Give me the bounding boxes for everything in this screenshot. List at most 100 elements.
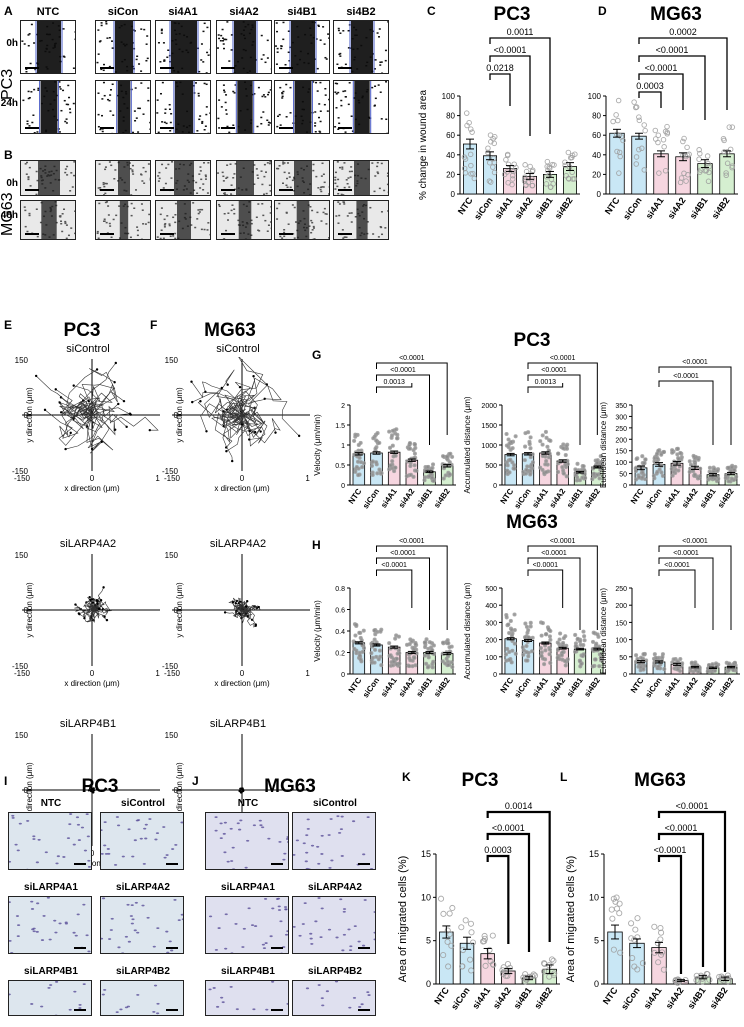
wound-image: [216, 160, 272, 196]
texture-speck: [21, 40, 24, 42]
texture-speck: [141, 209, 144, 211]
texture-speck: [253, 93, 256, 95]
wound-image: [95, 160, 151, 196]
texture-speck: [263, 193, 266, 195]
track-endpoint: [247, 438, 251, 441]
stained-cell: [320, 907, 324, 910]
texture-speck: [147, 87, 150, 89]
cell-line-label-mg63: MG63: [0, 192, 16, 236]
texture-speck: [143, 182, 146, 184]
texture-speck: [103, 185, 106, 188]
texture-speck: [268, 184, 271, 187]
stained-cell: [269, 935, 273, 938]
texture-speck: [226, 125, 229, 128]
x-tick-label: si4A1: [470, 985, 492, 1010]
y-tick-label: 150: [165, 732, 179, 740]
stained-cell: [46, 897, 50, 899]
data-point: [597, 476, 602, 481]
p-value-label: <0.0001: [399, 538, 425, 545]
texture-speck: [338, 214, 341, 217]
x-tick-label: 0: [90, 849, 95, 858]
texture-speck: [162, 42, 165, 44]
data-point: [564, 446, 570, 451]
texture-speck: [100, 22, 103, 24]
texture-speck: [209, 233, 210, 236]
data-point: [616, 170, 622, 176]
data-point: [683, 178, 689, 184]
data-point: [561, 636, 566, 641]
data-point: [696, 147, 702, 153]
texture-speck: [196, 218, 199, 220]
wound-image: [95, 200, 151, 240]
data-point: [509, 633, 514, 638]
texture-speck: [74, 31, 75, 33]
data-point: [396, 634, 401, 639]
data-point: [680, 138, 686, 145]
cell-track: [241, 606, 257, 625]
data-point: [581, 464, 586, 469]
y-axis-label: y direction (μm): [175, 387, 184, 443]
wound-band: [238, 201, 252, 239]
stained-cell: [26, 820, 30, 822]
stained-cell: [375, 909, 376, 911]
texture-speck: [198, 70, 201, 73]
texture-speck: [35, 72, 38, 73]
data-point: [355, 459, 361, 464]
stained-cell: [327, 834, 331, 836]
wound-band: [294, 161, 312, 195]
y-tick-label: 40: [592, 151, 601, 160]
texture-speck: [196, 192, 199, 194]
y-tick-label: 100: [615, 460, 627, 467]
data-point: [685, 172, 691, 178]
stained-cell: [30, 1003, 34, 1005]
y-tick-label: 200: [615, 437, 627, 444]
texture-speck: [165, 167, 168, 169]
data-point: [697, 169, 703, 175]
stained-cell: [357, 940, 361, 943]
stained-cell: [238, 828, 242, 831]
track-endpoint: [129, 413, 133, 416]
transwell-label: NTC: [237, 798, 259, 809]
data-point: [538, 646, 543, 651]
data-point: [370, 459, 375, 464]
texture-speck: [209, 48, 210, 51]
data-point: [526, 628, 531, 633]
stained-cell: [91, 838, 92, 840]
y-tick-label: 0: [451, 190, 456, 199]
texture-speck: [260, 58, 263, 60]
texture-speck: [32, 114, 35, 116]
texture-speck: [143, 28, 146, 31]
texture-speck: [65, 224, 68, 226]
stained-cell: [286, 1002, 288, 1005]
track-endpoint: [226, 383, 229, 386]
wound-texture: [96, 21, 149, 73]
texture-speck: [378, 36, 381, 38]
data-point: [561, 471, 566, 476]
x-tick-label: si4B1: [688, 195, 710, 220]
cell-track: [224, 384, 300, 437]
data-point: [467, 151, 474, 158]
texture-speck: [64, 220, 67, 223]
stained-cell: [107, 852, 111, 855]
texture-speck: [144, 170, 147, 173]
texture-speck: [164, 182, 167, 185]
texture-speck: [100, 24, 103, 27]
texture-speck: [102, 69, 105, 72]
stained-cell: [214, 829, 218, 832]
y-tick-label: 50: [619, 472, 627, 479]
texture-speck: [223, 238, 226, 239]
wound-column-header: si4A1: [168, 6, 198, 18]
stained-cell: [156, 1002, 160, 1005]
data-point: [539, 650, 544, 655]
texture-speck: [222, 180, 225, 182]
data-point: [522, 174, 528, 181]
texture-speck: [222, 47, 225, 50]
data-point: [565, 462, 570, 467]
transwell-image: [292, 980, 376, 1016]
cell-track: [91, 601, 112, 613]
texture-speck: [223, 89, 226, 92]
wound-column-header: si4A2: [229, 6, 259, 18]
texture-speck: [217, 172, 220, 174]
data-point: [644, 658, 649, 663]
significance-bracket: [527, 362, 598, 435]
